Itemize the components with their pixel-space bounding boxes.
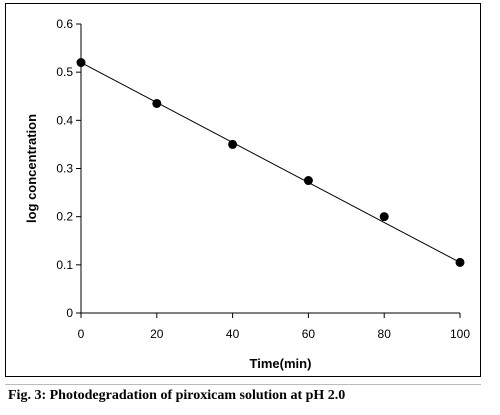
data-point [303,176,313,186]
x-axis-title: Time(min) [250,356,312,371]
data-point [228,139,238,149]
x-tick-label: 0 [78,327,85,341]
caption-divider [5,384,481,385]
x-tick-label: 100 [450,327,470,341]
data-point [455,257,465,267]
y-tick-label: 0.3 [56,162,73,176]
chart-frame: 0 0.1 0.2 0.3 0.4 0.5 0.6 0 20 40 60 80 100 Time(min)… [5,3,481,377]
data-point [76,58,86,68]
y-tick-label: 0.1 [56,258,73,272]
y-tick-label: 0.2 [56,210,73,224]
data-point [152,98,162,108]
x-tick-label: 80 [378,327,392,341]
y-axis-title: log concentration [24,114,39,223]
trend-line [80,62,461,263]
y-tick-label: 0 [66,306,73,320]
x-tick-label: 20 [150,327,164,341]
x-tick-label: 60 [302,327,316,341]
data-point [379,212,389,222]
y-tick-label: 0.5 [56,65,73,79]
figure-caption: Fig. 3: Photodegradation of piroxicam so… [8,388,346,403]
x-tick-label: 40 [226,327,240,341]
chart-plot: 0 0.1 0.2 0.3 0.4 0.5 0.6 0 20 40 60 80 100 Time(min)… [24,17,470,371]
y-tick-label: 0.4 [56,113,73,127]
y-tick-label: 0.6 [56,17,73,31]
